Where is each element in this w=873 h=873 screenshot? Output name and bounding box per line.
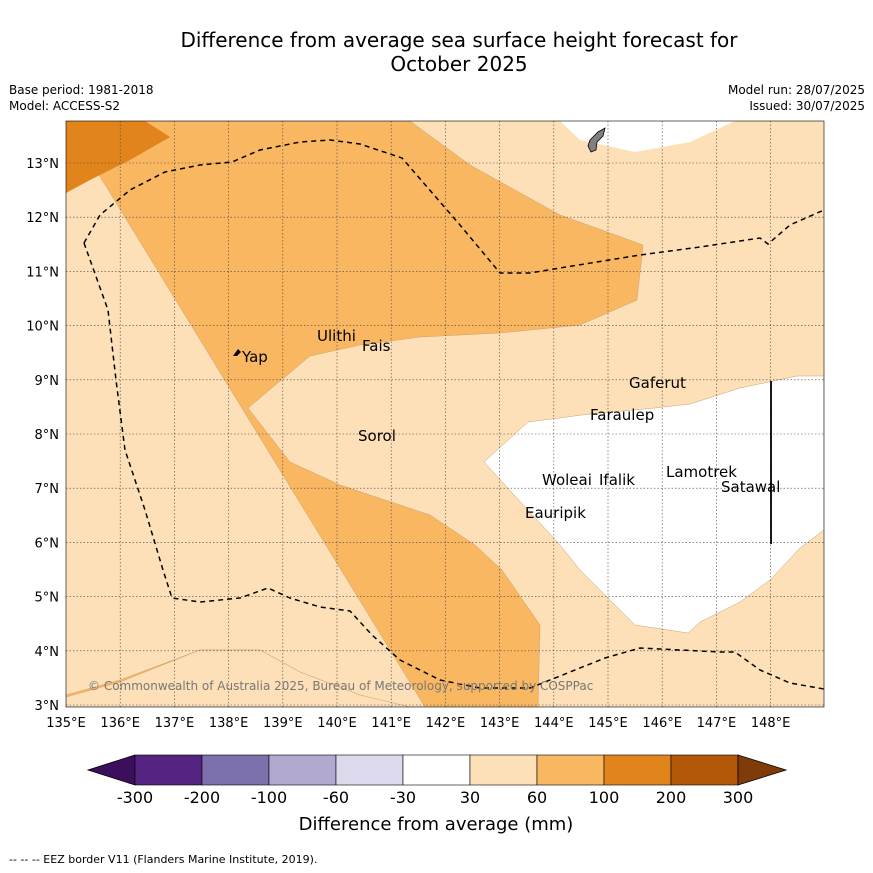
island-guam (587, 127, 606, 153)
colorbar-extend-high (737, 754, 788, 786)
band-100-200 (66, 121, 170, 193)
colorbar-title: Difference from average (mm) (299, 814, 574, 835)
longitude-label: 140°E (317, 716, 357, 731)
place-gaferut: Gaferut (629, 374, 686, 392)
longitude-label: 138°E (209, 716, 249, 731)
colorbar-tick-label: -60 (323, 788, 349, 807)
model-name: Model: ACCESS-S2 (9, 99, 121, 113)
colorbar-tick-label: -200 (184, 788, 220, 807)
place-woleai: Woleai (542, 471, 592, 489)
band-30-60-southwest (66, 649, 411, 707)
place-fais: Fais (362, 337, 391, 355)
band-white-central (483, 375, 824, 634)
island-yap (233, 349, 241, 356)
latitude-label: 11°N (26, 265, 59, 280)
model-run: Model run: 28/07/2025 (727, 83, 865, 97)
latitude-label: 10°N (26, 320, 59, 335)
title-line-1: Difference from average sea surface heig… (180, 28, 738, 52)
place-ulithi: Ulithi (317, 327, 356, 345)
colorbar-tick-label: 300 (723, 788, 754, 807)
colorbar-segment (268, 754, 337, 786)
footer-note: -- -- -- EEZ border V11 (Flanders Marine… (9, 853, 318, 866)
longitude-label: 137°E (155, 716, 195, 731)
place-eauripik: Eauripik (525, 504, 586, 522)
chart-title: Difference from average sea surface heig… (0, 28, 873, 76)
place-faraulep: Faraulep (590, 406, 654, 424)
latitude-label: 6°N (35, 536, 60, 551)
longitude-label: 139°E (263, 716, 303, 731)
latitude-label: 5°N (35, 591, 60, 606)
latitude-label: 7°N (35, 482, 60, 497)
longitude-label: 136°E (100, 716, 140, 731)
copyright-text: © Commonwealth of Australia 2025, Bureau… (88, 679, 593, 693)
title-line-2: October 2025 (390, 52, 528, 76)
graticule (66, 121, 824, 707)
place-yap: Yap (241, 348, 268, 366)
longitude-label: 141°E (371, 716, 411, 731)
colorbar-segment (670, 754, 739, 786)
longitude-label: 146°E (642, 716, 682, 731)
colorbar-segment (201, 754, 270, 786)
longitude-labels: 135°E 136°E 137°E 138°E 139°E 140°E 141°E 142°E… (46, 716, 790, 731)
colorbar-tick-label: 30 (460, 788, 480, 807)
colorbar: -300 -200 -100 -60 -30 30 60 100 200 300 (86, 754, 788, 807)
colorbar-tick-label: -300 (117, 788, 153, 807)
meta-right: Model run: 28/07/2025 Issued: 30/07/2025 (728, 82, 865, 114)
meta-left: Base period: 1981-2018 Model: ACCESS-S2 (9, 82, 154, 114)
place-lamotrek: Lamotrek (666, 463, 737, 481)
colorbar-segment (335, 754, 404, 786)
latitude-label: 4°N (35, 645, 60, 660)
base-period: Base period: 1981-2018 (9, 83, 154, 97)
longitude-label: 142°E (426, 716, 466, 731)
latitude-labels: 3°N 4°N 5°N 6°N 7°N 8°N 9°N 10°N 11°N 12°N 13°N (26, 157, 59, 714)
longitude-label: 143°E (480, 716, 520, 731)
latitude-label: 9°N (35, 374, 60, 389)
latitude-label: 12°N (26, 211, 59, 226)
latitude-label: 8°N (35, 428, 60, 443)
colorbar-segment (469, 754, 538, 786)
colorbar-tick-label: 60 (527, 788, 547, 807)
colorbar-segment (402, 754, 471, 786)
colorbar-segment (536, 754, 605, 786)
issued-date: Issued: 30/07/2025 (749, 99, 865, 113)
colorbar-tick-label: -100 (251, 788, 287, 807)
longitude-label: 148°E (751, 716, 791, 731)
place-ifalik: Ifalik (599, 471, 635, 489)
colorbar-tick-label: 200 (656, 788, 687, 807)
map-area: Yap Ulithi Fais Sorol Gaferut Faraulep W… (66, 121, 824, 707)
eez-border-north (83, 139, 824, 274)
longitude-label: 135°E (46, 716, 86, 731)
latitude-label: 3°N (35, 699, 60, 714)
longitude-label: 144°E (534, 716, 574, 731)
colorbar-tick-label: -30 (390, 788, 416, 807)
colorbar-segment (134, 754, 203, 786)
place-satawal: Satawal (721, 478, 780, 496)
longitude-label: 147°E (697, 716, 737, 731)
colorbar-extend-low (86, 754, 136, 786)
longitude-label: 145°E (588, 716, 628, 731)
latitude-label: 13°N (26, 157, 59, 172)
place-sorol: Sorol (358, 427, 396, 445)
colorbar-tick-label: 100 (589, 788, 620, 807)
colorbar-segment (603, 754, 672, 786)
map-frame (65, 120, 825, 708)
